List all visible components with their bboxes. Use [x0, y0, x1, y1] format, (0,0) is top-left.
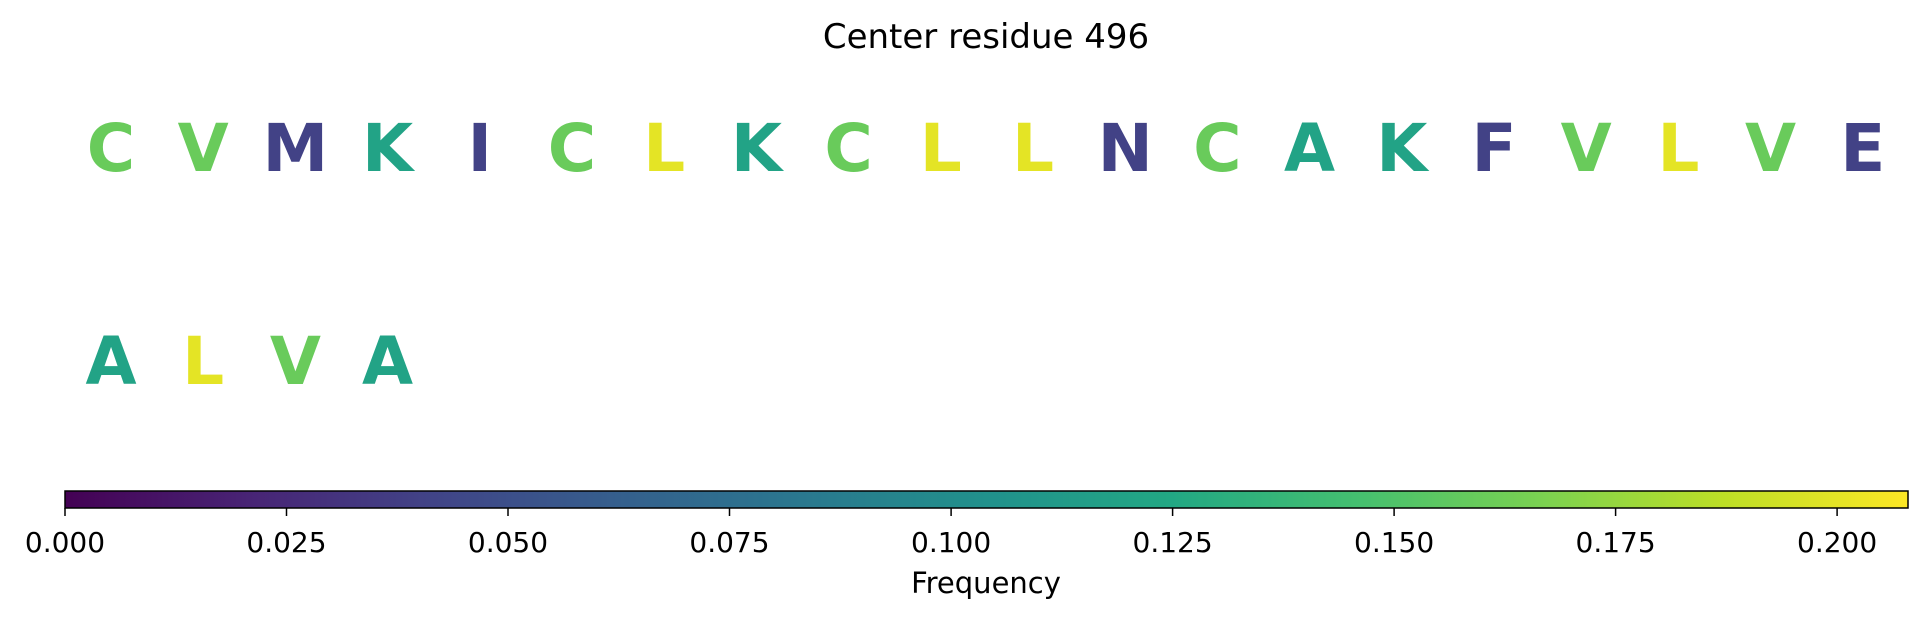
chart-title: Center residue 496 [823, 17, 1149, 57]
residue-letter: A [85, 323, 136, 400]
residue-letter: V [1745, 110, 1796, 187]
colorbar-tick-label: 0.125 [1133, 526, 1213, 559]
residue-letter: C [1193, 110, 1241, 187]
residue-letter: F [1471, 110, 1516, 187]
colorbar-tick-label: 0.200 [1797, 526, 1877, 559]
residue-letter: I [468, 110, 493, 187]
residue-letter: K [731, 110, 785, 187]
residue-letter: L [1657, 110, 1699, 187]
colorbar-label: Frequency [911, 566, 1061, 600]
residue-letter: V [270, 323, 321, 400]
residue-letter: C [87, 110, 135, 187]
residue-letter: A [1284, 110, 1335, 187]
residue-letter: L [1012, 110, 1054, 187]
residue-letter: L [920, 110, 962, 187]
residue-letter: L [643, 110, 685, 187]
colorbar-tick-label: 0.150 [1354, 526, 1434, 559]
residue-letter: V [178, 110, 229, 187]
residue-letters: C V M K I C L K C L L N C A K F V L V EA L V A [85, 110, 1885, 400]
colorbar-tick-label: 0.050 [468, 526, 548, 559]
colorbar [64, 490, 1909, 509]
residue-letter: L [182, 323, 224, 400]
residue-letter: A [362, 323, 413, 400]
colorbar-tick-label: 0.175 [1576, 526, 1656, 559]
colorbar-ticks: 0.000 0.025 0.050 0.075 0.100 0.125 0.150 0.175… [25, 508, 1877, 559]
colorbar-tick-label: 0.000 [25, 526, 105, 559]
residue-letter: N [1098, 110, 1153, 187]
residue-letter: V [1561, 110, 1612, 187]
residue-letter: K [362, 110, 416, 187]
colorbar-tick-label: 0.100 [911, 526, 991, 559]
residue-letter: M [263, 110, 329, 187]
residue-letter: C [548, 110, 596, 187]
colorbar-tick-label: 0.025 [246, 526, 326, 559]
residue-letter: C [824, 110, 872, 187]
residue-letter: K [1376, 110, 1430, 187]
residue-letter: E [1840, 110, 1885, 187]
colorbar-tick-label: 0.075 [689, 526, 769, 559]
